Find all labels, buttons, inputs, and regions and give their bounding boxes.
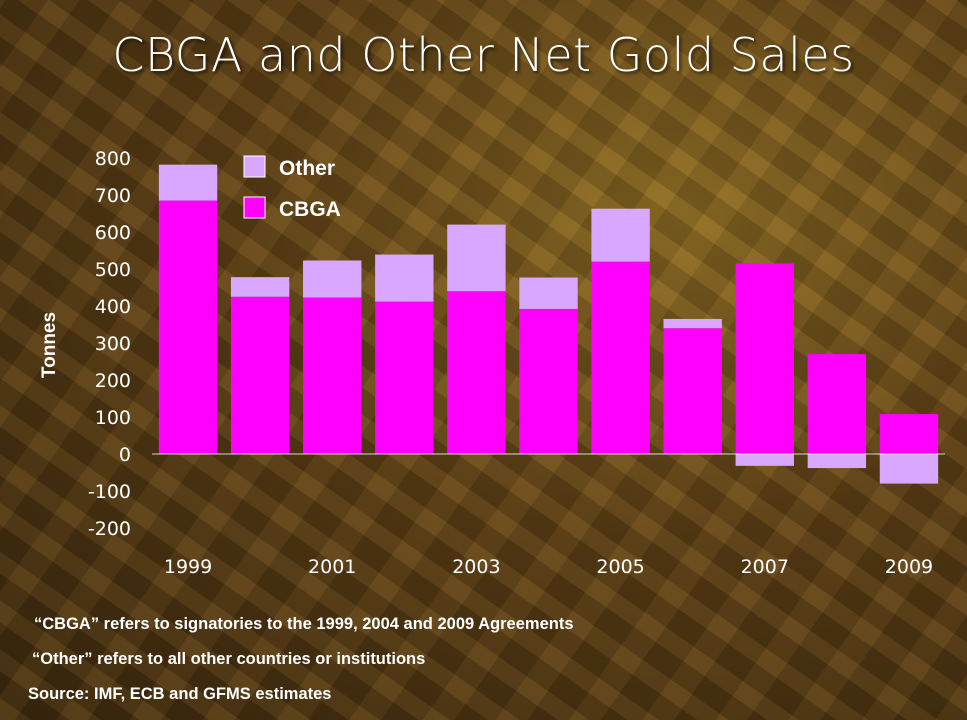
y-tick-label: -100: [88, 481, 131, 503]
bar-other: [158, 164, 218, 201]
bar-cbga: [735, 263, 794, 454]
y-tick-label: 800: [95, 148, 131, 170]
bar-cbga: [375, 301, 434, 454]
legend: Other CBGA: [243, 155, 341, 221]
bar-other: [303, 260, 362, 298]
bar-other: [735, 454, 794, 466]
bar-other: [230, 277, 290, 297]
bar-cbga: [591, 261, 650, 454]
x-tick-label: 2001: [308, 556, 356, 578]
net-gold-sales-chart: 800 700 600 500 400 300 200 100 0 -100 -200 1999 20…: [39, 148, 939, 578]
bar-other: [375, 254, 434, 302]
bar-other: [591, 208, 650, 262]
y-tick-label: 100: [95, 407, 131, 429]
x-tick-label: 2007: [741, 556, 789, 578]
bars: [158, 164, 939, 484]
x-tick-label: 1999: [164, 556, 212, 578]
y-tick-label: 200: [95, 370, 131, 392]
legend-swatch-cbga: [243, 196, 266, 219]
y-tick-label: 600: [95, 222, 131, 244]
bar-cbga: [447, 291, 506, 454]
y-tick-label: 300: [95, 333, 131, 355]
y-axis-title: Tonnes: [39, 312, 60, 378]
bar-cbga: [303, 297, 362, 454]
bar-other: [807, 454, 867, 469]
legend-swatch-other: [243, 155, 266, 178]
x-tick-label: 2003: [452, 556, 500, 578]
y-tick-label: -200: [88, 518, 131, 540]
y-tick-label: 700: [95, 185, 131, 207]
x-tick-label: 2005: [596, 556, 644, 578]
x-tick-label: 2009: [885, 556, 933, 578]
y-tick-label: 500: [95, 259, 131, 281]
bar-cbga: [879, 414, 939, 454]
bar-cbga: [158, 200, 218, 454]
x-axis-ticks: 1999 2001 2003 2005 2007 2009: [164, 556, 933, 578]
bar-other: [447, 224, 506, 292]
bar-cbga: [519, 308, 578, 454]
bar-cbga: [230, 296, 290, 454]
bar-other: [663, 318, 722, 329]
legend-label-other: Other: [279, 157, 335, 180]
note-cbga: “CBGA” refers to signatories to the 1999…: [34, 615, 574, 633]
y-tick-label: 0: [119, 444, 131, 466]
bar-cbga: [663, 328, 722, 454]
bar-cbga: [807, 354, 867, 454]
legend-label-cbga: CBGA: [279, 198, 341, 221]
note-other: “Other” refers to all other countries or…: [32, 650, 426, 668]
bar-other: [519, 277, 578, 309]
note-source: Source: IMF, ECB and GFMS estimates: [28, 685, 332, 703]
bar-other: [879, 454, 939, 484]
slide-title: CBGA and Other Net Gold Sales: [112, 28, 855, 82]
y-tick-label: 400: [95, 296, 131, 318]
y-axis-ticks: 800 700 600 500 400 300 200 100 0 -100 -200: [88, 148, 131, 540]
